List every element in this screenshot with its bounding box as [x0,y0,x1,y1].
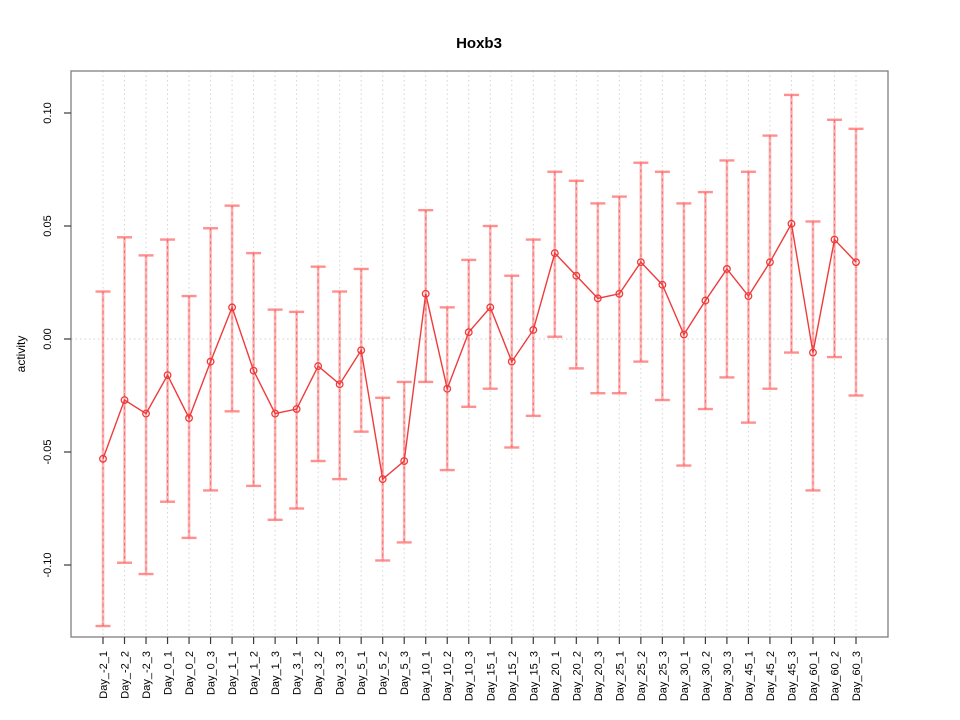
data-point [636,258,645,267]
x-tick-label: Day_0_1 [163,651,175,695]
data-point [443,384,452,393]
x-tick-label: Day_30_2 [700,651,712,701]
x-tick-label: Day_25_2 [636,651,648,701]
x-tick-label: Day_45_2 [765,651,777,701]
x-tick-label: Day_-2_1 [98,651,110,699]
x-tick-label: Day_3_1 [292,651,304,695]
x-tick-label: Day_20_3 [593,651,605,701]
x-tick-label: Day_3_2 [313,651,325,695]
y-tick-label: -0.05 [42,439,54,464]
x-tick-label: Day_25_3 [657,651,669,701]
data-point [679,330,688,339]
y-axis-label: activity [14,336,28,373]
x-tick-label: Day_-2_3 [141,651,153,699]
data-point [464,328,473,337]
data-point [701,296,710,305]
data-point [185,414,194,423]
x-tick-label: Day_45_3 [786,651,798,701]
series-line [102,221,857,481]
x-tick-label: Day_30_1 [679,651,691,701]
data-point [486,303,495,312]
data-point [572,271,581,280]
x-tick-label: Day_0_2 [184,651,196,695]
data-point [507,357,516,366]
x-tick-label: Day_1_3 [270,651,282,695]
x-tick-label: Day_15_3 [528,651,540,701]
x-tick-label: Day_10_3 [464,651,476,701]
x-tick-label: Day_15_1 [485,651,497,701]
x-tick-label: Day_20_2 [571,651,583,701]
x-tick-label: Day_45_1 [743,651,755,701]
y-tick-label: 0.00 [42,328,54,349]
data-point [722,264,731,273]
data-point [292,405,301,414]
data-point [163,371,172,380]
x-tick-label: Day_10_1 [421,651,433,701]
data-point [830,235,839,244]
data-point [120,396,129,404]
x-tick-label: Day_-2_2 [120,651,132,699]
data-point [421,289,430,298]
data-point [615,289,624,298]
x-tick-label: Day_5_1 [356,651,368,695]
y-tick-label: -0.10 [42,552,54,577]
x-tick-label: Day_1_1 [227,651,239,695]
x-tick-label: Day_15_2 [507,651,519,701]
data-point [335,380,344,389]
data-point [765,258,774,267]
plot-area: -0.10 -0.05 0.00 0.05 0.10 Day_-2_1 Day_-2_2 Da… [42,70,889,701]
data-point [249,366,258,375]
x-tick-label: Day_20_1 [550,651,562,701]
x-tick-label: Day_1_2 [249,651,261,695]
x-tick-label: Day_60_3 [851,651,863,701]
x-tick-label: Day_60_1 [808,651,820,701]
data-point [787,219,796,228]
data-point [228,303,237,312]
plot-box [70,70,889,638]
y-tick-label: 0.05 [42,215,54,236]
data-point [314,362,323,371]
data-point [550,249,559,258]
data-point [809,348,817,357]
x-tick-label: Day_3_3 [335,651,347,695]
x-tick-label: Day_60_2 [829,651,841,701]
chart-title: Hoxb3 [456,35,502,52]
data-point [852,258,860,267]
data-point [593,294,602,303]
data-point [658,280,667,289]
data-point [99,454,107,463]
x-tick-label: Day_5_3 [399,651,411,695]
x-tick-label: Day_30_3 [722,651,734,701]
x-tick-label: Day_0_3 [206,651,218,695]
data-point [271,409,280,418]
data-point [744,292,753,301]
data-point [529,326,538,334]
x-tick-label: Day_25_1 [614,651,626,701]
y-tick-label: 0.10 [42,102,54,123]
data-point [378,475,387,484]
data-point [206,357,215,366]
x-tick-label: Day_5_2 [378,651,390,695]
data-point [142,409,150,418]
x-tick-label: Day_10_2 [442,651,454,701]
data-point [400,457,409,465]
data-point [357,346,366,355]
